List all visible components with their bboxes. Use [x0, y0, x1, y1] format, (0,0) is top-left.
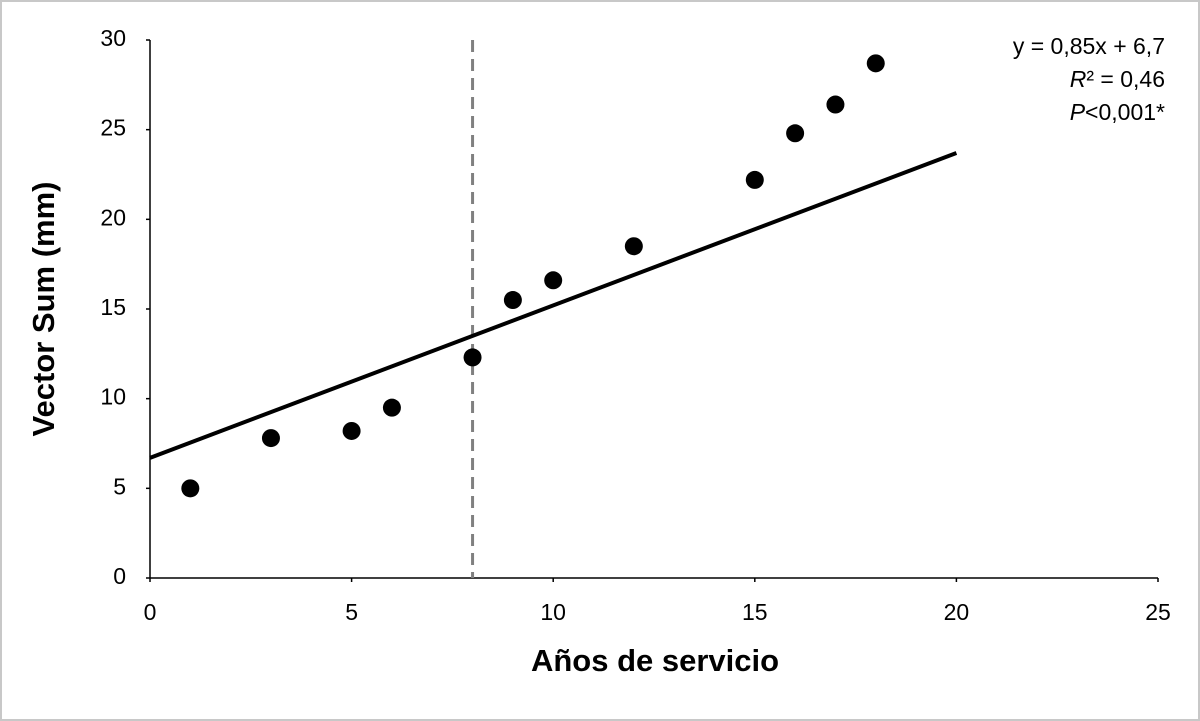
data-point [745, 170, 764, 189]
annotation: y = 0,85x + 6,7 [1013, 33, 1165, 59]
y-tick-label: 0 [113, 563, 126, 589]
annotation: P<0,001* [1070, 99, 1165, 125]
data-point [786, 124, 805, 143]
annotation-text: ² = 0,46 [1086, 66, 1165, 92]
y-tick-label: 5 [113, 473, 126, 499]
data-point [181, 479, 200, 498]
annotation-italic: P [1070, 99, 1086, 125]
x-tick-label: 15 [742, 599, 768, 625]
y-tick-label: 25 [100, 115, 126, 141]
y-tick-label: 10 [100, 384, 126, 410]
annotation-italic: R [1070, 66, 1087, 92]
x-tick-label: 5 [345, 599, 358, 625]
data-point [463, 348, 482, 367]
y-tick-label: 20 [100, 204, 126, 230]
trendline [149, 151, 958, 460]
data-point [503, 291, 522, 310]
data-point [382, 398, 401, 417]
y-tick-label: 30 [100, 25, 126, 51]
annotation-text: <0,001* [1085, 99, 1165, 125]
x-tick-label: 0 [144, 599, 157, 625]
data-point [624, 237, 643, 256]
data-point [544, 271, 563, 290]
data-point [826, 95, 845, 114]
y-axis-title: Vector Sum (mm) [26, 182, 61, 437]
data-point [342, 421, 361, 440]
x-tick-label: 10 [540, 599, 566, 625]
x-tick-label: 25 [1145, 599, 1171, 625]
data-point [261, 429, 280, 448]
y-tick-label: 15 [100, 294, 126, 320]
x-axis-title: Años de servicio [531, 643, 779, 678]
annotation-text: y = 0,85x + 6,7 [1013, 33, 1165, 59]
x-tick-label: 20 [944, 599, 970, 625]
annotation: R² = 0,46 [1070, 66, 1165, 92]
data-point [866, 54, 885, 73]
